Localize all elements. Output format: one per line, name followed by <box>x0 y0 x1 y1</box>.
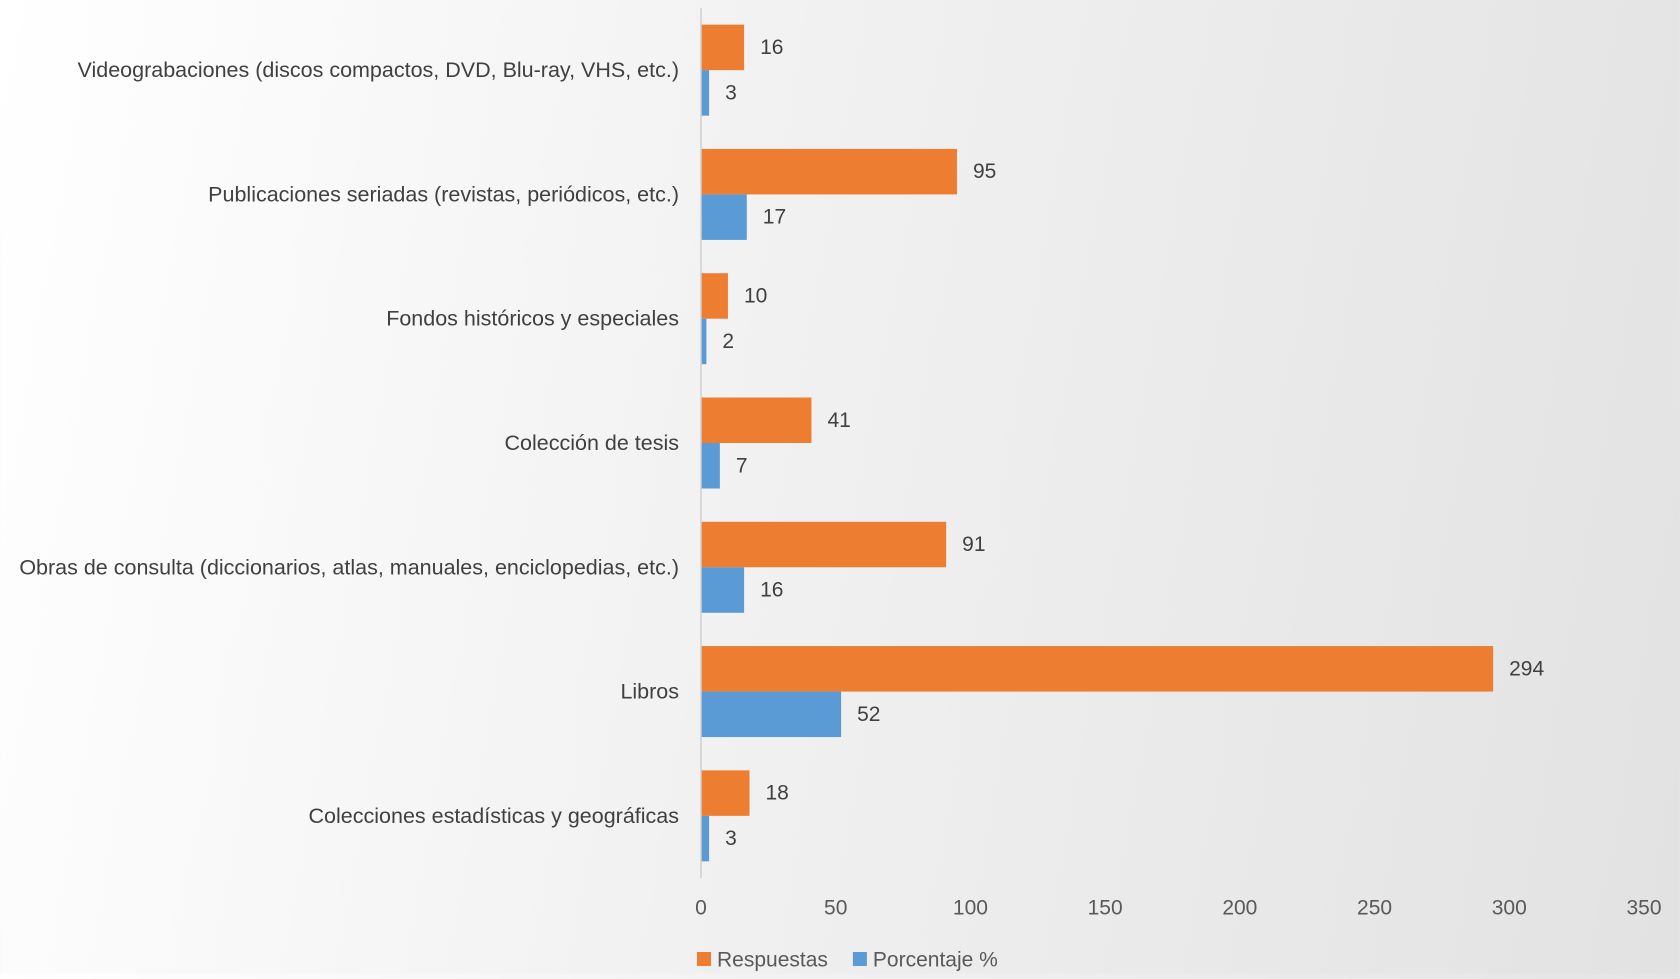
data-label: 18 <box>765 782 788 805</box>
category-label: Fondos históricos y especiales <box>386 307 679 331</box>
bar-respuestas <box>701 397 812 443</box>
x-tick-label: 250 <box>1357 897 1392 920</box>
labels-layer: Videograbaciones (discos compactos, DVD,… <box>19 36 1544 850</box>
data-label: 294 <box>1509 657 1544 680</box>
bar-porcentaje <box>701 567 745 613</box>
legend-swatch <box>697 952 711 966</box>
x-tick-label: 0 <box>695 897 707 920</box>
data-label: 91 <box>962 533 985 556</box>
x-tick-label: 50 <box>824 897 847 920</box>
bar-porcentaje <box>701 815 710 862</box>
data-label: 17 <box>763 206 786 229</box>
bars-layer <box>701 24 1494 862</box>
category-label: Libros <box>620 680 679 704</box>
legend: Respuestas Porcentaje % <box>697 949 998 972</box>
data-label: 2 <box>722 330 734 353</box>
bar-porcentaje <box>701 318 707 365</box>
legend-label: Respuestas <box>717 949 828 972</box>
bar-respuestas <box>701 148 957 195</box>
bar-porcentaje <box>701 70 710 116</box>
axis-layer: 0 50 100 150 200 250 300 350 <box>695 8 1662 920</box>
data-label: 52 <box>857 703 880 726</box>
data-label: 16 <box>760 579 783 602</box>
x-tick-label: 350 <box>1626 897 1661 920</box>
data-label: 7 <box>736 454 748 477</box>
bar-respuestas <box>701 646 1494 692</box>
data-label: 3 <box>725 81 737 104</box>
category-label: Videograbaciones (discos compactos, DVD,… <box>78 58 679 82</box>
legend-swatch <box>852 952 867 966</box>
x-tick-label: 150 <box>1088 897 1123 920</box>
bar-porcentaje <box>701 691 842 738</box>
legend-label: Porcentaje % <box>873 949 998 972</box>
data-label: 10 <box>744 284 767 307</box>
category-label: Obras de consulta (diccionarios, atlas, … <box>19 555 679 579</box>
category-label: Colecciones estadísticas y geográficas <box>309 804 679 828</box>
x-tick-label: 300 <box>1492 897 1527 920</box>
bar-porcentaje <box>701 194 747 240</box>
x-tick-label: 100 <box>953 897 988 920</box>
data-label: 16 <box>760 36 783 59</box>
bar-respuestas <box>701 521 947 568</box>
data-label: 41 <box>827 409 850 432</box>
category-label: Colección de tesis <box>505 431 679 455</box>
bar-respuestas <box>701 770 750 816</box>
data-label: 95 <box>973 160 996 183</box>
bar-respuestas <box>701 24 745 71</box>
data-label: 3 <box>725 827 737 850</box>
category-label: Publicaciones seriadas (revistas, periód… <box>208 182 679 206</box>
bar-respuestas <box>701 273 728 319</box>
x-tick-label: 200 <box>1222 897 1257 920</box>
bar-porcentaje <box>701 443 720 489</box>
